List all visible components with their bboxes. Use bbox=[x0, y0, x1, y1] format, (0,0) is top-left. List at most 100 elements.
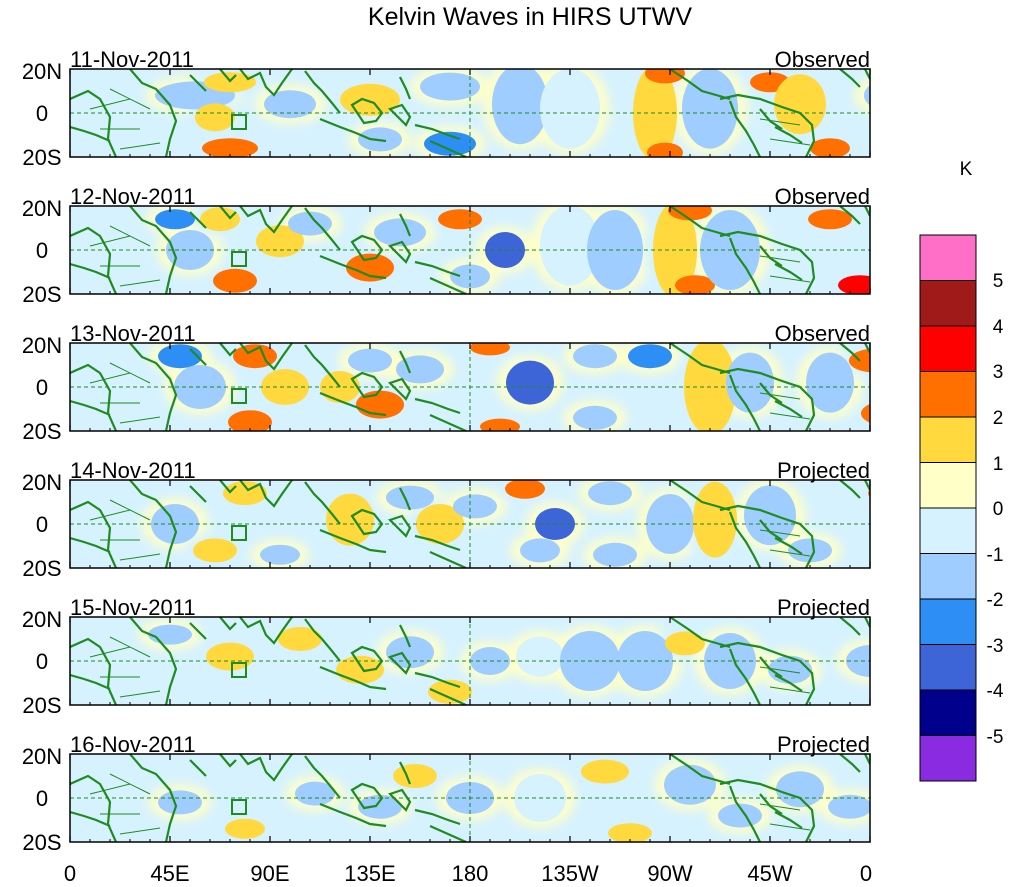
anomaly-blob bbox=[278, 627, 322, 651]
coastline bbox=[728, 100, 761, 157]
anomaly-blob bbox=[346, 253, 394, 282]
coastline bbox=[399, 76, 412, 100]
anomaly-blob bbox=[148, 624, 192, 645]
coastline bbox=[304, 70, 341, 114]
panel-date: 13-Nov-2011 bbox=[70, 321, 196, 346]
anomaly-blob bbox=[428, 679, 472, 704]
coastline bbox=[839, 617, 861, 636]
map-panel: 16-Nov-2011 Projected 20N 0 20S bbox=[22, 732, 956, 855]
colorbar-label: 0 bbox=[993, 499, 1004, 520]
coastline bbox=[304, 207, 341, 251]
colorbar-label: 2 bbox=[993, 408, 1004, 429]
lat-label: 20N bbox=[22, 59, 62, 84]
lat-label: 0 bbox=[36, 649, 48, 674]
anomaly-blob bbox=[646, 494, 694, 554]
coastline bbox=[129, 480, 178, 568]
anomaly-blob bbox=[288, 211, 332, 236]
coastline bbox=[839, 69, 861, 88]
anomaly-blob bbox=[774, 74, 826, 135]
anomaly-blob bbox=[158, 344, 202, 369]
coastline bbox=[414, 397, 461, 415]
anomaly-blob bbox=[420, 72, 480, 101]
map-panel: 11-Nov-2011 Observed 20N 0 20S bbox=[22, 47, 947, 170]
anomaly-blob bbox=[726, 352, 774, 413]
colorbar-swatch bbox=[919, 598, 977, 645]
anomaly-blob bbox=[200, 207, 240, 232]
colorbar-swatch bbox=[919, 644, 977, 691]
coastline bbox=[728, 511, 761, 568]
coastline bbox=[774, 400, 803, 418]
map-panel: 12-Nov-2011 Observed 20N 0 20S bbox=[22, 184, 926, 307]
anomaly-halo bbox=[858, 480, 870, 506]
coastline bbox=[864, 343, 870, 354]
coastline bbox=[429, 550, 467, 568]
lat-label: 20N bbox=[22, 470, 62, 495]
lat-label: 0 bbox=[36, 375, 48, 400]
anomaly-blob bbox=[868, 489, 870, 498]
anomaly-halo bbox=[904, 776, 956, 820]
coastline bbox=[839, 206, 861, 225]
coastline bbox=[189, 211, 207, 229]
coastline bbox=[319, 802, 387, 828]
panel-status: Observed bbox=[775, 47, 870, 72]
anomaly-blob bbox=[810, 138, 850, 157]
coastline bbox=[728, 374, 761, 431]
coastlines bbox=[70, 617, 870, 705]
anomaly-blob bbox=[693, 481, 737, 558]
coastline bbox=[774, 811, 803, 829]
coastline bbox=[774, 674, 803, 692]
coastline bbox=[70, 89, 118, 157]
coastline bbox=[719, 778, 816, 842]
coastline bbox=[774, 126, 803, 144]
anomaly-blob bbox=[861, 404, 870, 423]
coastline bbox=[219, 617, 237, 631]
coastline bbox=[239, 617, 293, 645]
coastline bbox=[429, 824, 467, 842]
anomaly-halo bbox=[883, 113, 947, 149]
colorbar-label: -1 bbox=[987, 545, 1004, 566]
anomaly-blob bbox=[573, 405, 617, 430]
coastline bbox=[129, 617, 178, 705]
coastline bbox=[319, 391, 387, 417]
anomaly-blob bbox=[295, 781, 335, 806]
anomaly-blob bbox=[480, 418, 520, 431]
coastline bbox=[728, 648, 761, 705]
anomaly-blob bbox=[520, 538, 560, 563]
coastline bbox=[719, 93, 816, 157]
coastline bbox=[387, 651, 412, 675]
anomaly-blob bbox=[593, 542, 637, 567]
coastline bbox=[669, 69, 731, 101]
lat-label: 20S bbox=[22, 830, 61, 855]
coastline bbox=[70, 810, 111, 828]
country-borders bbox=[89, 499, 811, 561]
coastline bbox=[129, 69, 178, 157]
coastline bbox=[399, 487, 412, 511]
anomaly-blob bbox=[647, 142, 683, 157]
coastline bbox=[70, 637, 118, 705]
anomaly-blob bbox=[424, 131, 476, 156]
lat-label: 0 bbox=[36, 786, 48, 811]
coastline bbox=[414, 671, 461, 689]
coastline bbox=[399, 761, 412, 785]
coastline bbox=[319, 254, 387, 280]
lon-label: 90E bbox=[250, 861, 289, 886]
panel-date: 16-Nov-2011 bbox=[70, 732, 196, 757]
coastline bbox=[774, 263, 803, 281]
anomaly-blob bbox=[155, 209, 195, 230]
colorbar-unit: K bbox=[960, 159, 973, 180]
coastline bbox=[70, 536, 111, 554]
coastline bbox=[219, 206, 237, 220]
colorbar-swatch bbox=[919, 553, 977, 600]
coastline bbox=[728, 237, 761, 294]
anomaly-blob bbox=[628, 344, 672, 369]
anomaly-blob bbox=[581, 759, 629, 784]
coastline bbox=[304, 755, 341, 799]
anomaly-blob bbox=[393, 764, 437, 788]
coastline bbox=[669, 754, 731, 786]
anomaly-blob bbox=[874, 220, 926, 280]
panel-date: 15-Nov-2011 bbox=[70, 595, 196, 620]
colorbar bbox=[919, 234, 977, 782]
anomaly-blob bbox=[516, 636, 564, 677]
anomaly-blob bbox=[438, 209, 482, 230]
colorbar-swatch bbox=[919, 234, 977, 281]
